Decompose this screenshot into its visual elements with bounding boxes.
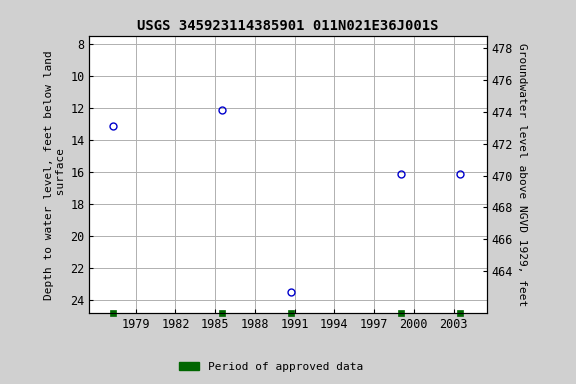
Y-axis label: Groundwater level above NGVD 1929, feet: Groundwater level above NGVD 1929, feet <box>517 43 527 306</box>
Title: USGS 345923114385901 011N021E36J001S: USGS 345923114385901 011N021E36J001S <box>137 18 439 33</box>
Legend: Period of approved data: Period of approved data <box>174 358 367 377</box>
Y-axis label: Depth to water level, feet below land
 surface: Depth to water level, feet below land su… <box>44 50 66 300</box>
